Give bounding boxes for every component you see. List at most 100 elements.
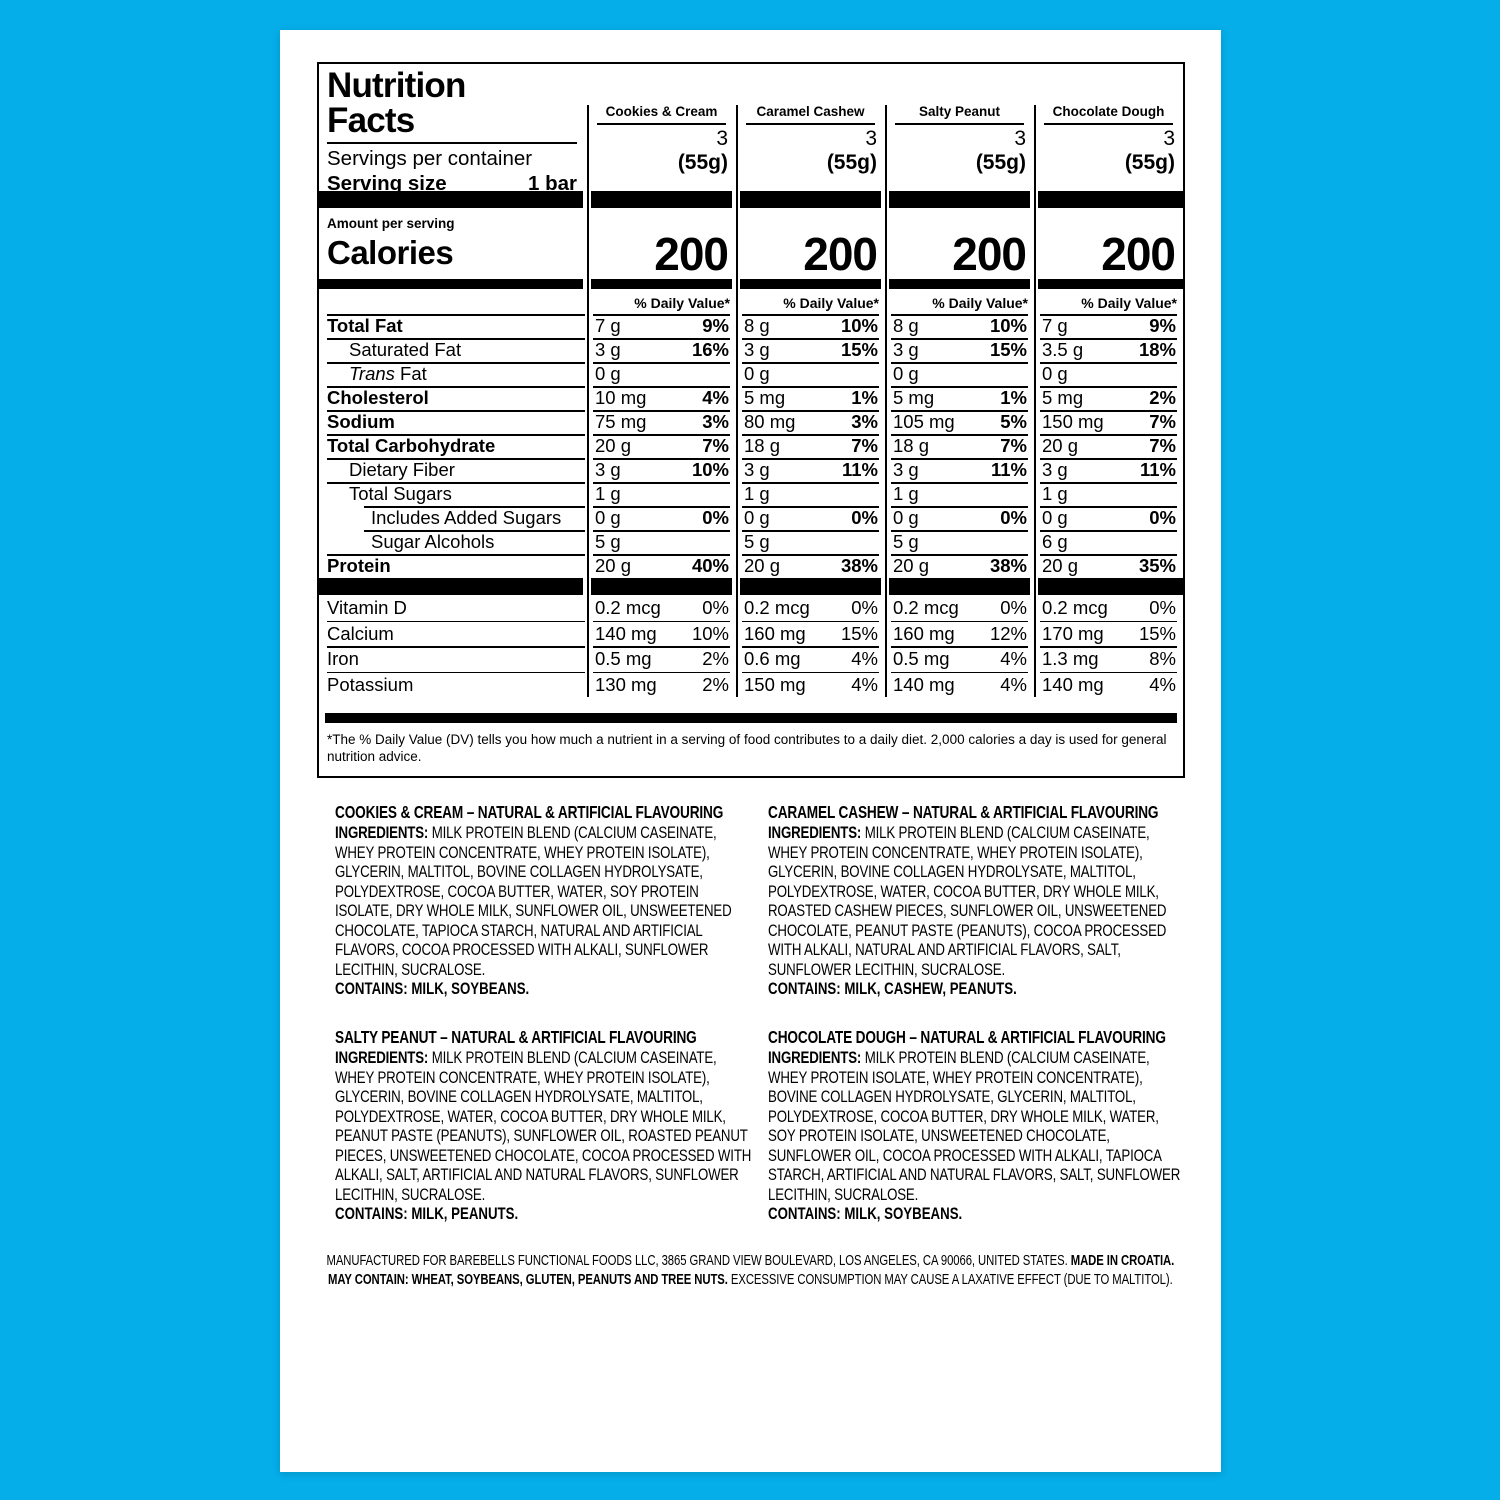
nutrient-value-cell: 3.5 g 18% (1034, 338, 1183, 362)
row-separator-line (891, 410, 1028, 412)
amount-value: 160 mg (893, 622, 955, 644)
row-separator-line (891, 646, 1028, 648)
serving-weight: (55g) (826, 150, 877, 174)
nutrient-label-cell: Includes Added Sugars (319, 506, 587, 530)
nutrient-value-cell: 140 mg 4% (885, 671, 1034, 698)
separator-bar (591, 191, 732, 208)
separator-bar-cell (319, 578, 587, 595)
row-separator-line (1040, 338, 1177, 340)
amount-value: 3 g (893, 459, 919, 480)
daily-value-header: % Daily Value* (932, 295, 1028, 311)
daily-value-percent: 4% (702, 387, 729, 408)
amount-value: 20 g (1042, 435, 1079, 456)
amount-value: 0.2 mcg (893, 597, 959, 618)
nutrient-value-cell: 3 g 11% (885, 458, 1034, 482)
amount-value: 20 g (595, 435, 632, 456)
manufacturer-footer-text: MANUFACTURED FOR BAREBELLS FUNCTIONAL FO… (280, 1252, 1221, 1290)
daily-value-percent: 5% (1000, 411, 1027, 432)
row-separator-line (891, 434, 1028, 436)
row-separator-line (742, 506, 879, 508)
row-separator-line (327, 620, 585, 622)
separator-bar (740, 279, 881, 289)
daily-value-percent: 0% (1000, 597, 1027, 618)
row-separator-line (593, 506, 730, 508)
nutrient-value-cell: 1 g (587, 482, 736, 506)
nutrient-row: Trans Fat 0 g 0 g 0 g 0 g (319, 362, 1183, 386)
row-separator-line (593, 554, 730, 556)
row-separator-line (327, 314, 585, 316)
row-separator-line (742, 410, 879, 412)
row-separator-line (891, 620, 1028, 622)
row-separator-line (742, 338, 879, 340)
separator-bar (889, 191, 1030, 208)
ingredients-list: INGREDIENTS: MILK PROTEIN BLEND (CALCIUM… (768, 1048, 1181, 1204)
nutrient-name: Potassium (327, 673, 414, 695)
row-separator-line (891, 314, 1028, 316)
italic-prefix: Trans (349, 363, 395, 384)
flavor-column-header: Salty Peanut 3 (55g) (885, 64, 1034, 191)
daily-value-percent: 0% (1000, 507, 1027, 528)
amount-value: 140 mg (595, 622, 657, 644)
nutrient-value-cell: 75 mg 3% (587, 410, 736, 434)
nutrition-facts-title: Nutrition Facts (327, 68, 587, 138)
protein-separator-band (319, 578, 1183, 595)
manufactured-for-text: MANUFACTURED FOR BAREBELLS FUNCTIONAL FO… (326, 1253, 1071, 1269)
nutrient-name: Trans Fat (349, 363, 427, 384)
amount-value: 1 g (595, 483, 621, 504)
serving-separator-band (319, 191, 1183, 208)
amount-value: 18 g (744, 435, 781, 456)
header-band: Nutrition Facts Servings per container S… (319, 64, 1183, 195)
separator-bar-cell (736, 191, 885, 208)
daily-value-percent: 7% (1149, 435, 1176, 456)
nutrient-value-cell: 0 g 0% (1034, 506, 1183, 530)
nutrient-value-cell: 18 g 7% (736, 434, 885, 458)
nutrient-label-cell: Calcium (319, 620, 587, 647)
nutrient-value-cell: 0.5 mg 2% (587, 646, 736, 672)
nutrient-value-cell: 5 g (885, 530, 1034, 554)
nutrient-name: Total Carbohydrate (327, 435, 496, 456)
row-separator-line (742, 646, 879, 648)
flavor-column-header: Cookies & Cream 3 (55g) (587, 64, 736, 191)
column-divider-line (885, 105, 887, 697)
ingredients-flavor-title: COOKIES & CREAM – NATURAL & ARTIFICIAL F… (335, 802, 724, 822)
separator-bar (1038, 279, 1183, 289)
servings-count: 3 (716, 126, 728, 150)
daily-value-percent: 35% (1138, 555, 1176, 576)
amount-value: 0 g (595, 363, 621, 384)
row-separator-line (742, 554, 879, 556)
daily-value-percent: 0% (851, 597, 878, 618)
amount-value: 150 mg (744, 673, 806, 695)
nutrient-value-cell: 3 g 15% (736, 338, 885, 362)
calories-value: 200 (654, 228, 729, 280)
nutrient-row: Vitamin D 0.2 mcg 0% 0.2 mcg 0% 0.2 mcg 0% 0.2 … (319, 595, 1183, 621)
nutrient-label-cell: Potassium (319, 671, 587, 698)
row-separator-line (1040, 386, 1177, 388)
daily-value-percent: 40% (691, 555, 729, 576)
daily-value-percent: 0% (702, 597, 729, 618)
nutrient-value-cell: 3 g 15% (885, 338, 1034, 362)
row-separator-line (593, 620, 730, 622)
nutrient-value-cell: 105 mg 5% (885, 410, 1034, 434)
nutrient-label-cell: Total Fat (319, 314, 587, 338)
nutrient-value-cell: 0.5 mg 4% (885, 646, 1034, 672)
calories-label: Calories (327, 234, 454, 271)
nutrient-rows: Total Fat 7 g 9% 8 g 10% 8 g 10% 7 g 9% Saturated… (319, 314, 1183, 578)
row-separator-line (1040, 506, 1177, 508)
nutrient-name: Total Sugars (349, 483, 452, 504)
amount-value: 0.5 mg (893, 648, 950, 669)
separator-bar (1038, 191, 1183, 208)
daily-value-percent: 9% (1149, 315, 1176, 336)
nutrient-value-cell: 80 mg 3% (736, 410, 885, 434)
nutrient-row: Potassium 130 mg 2% 150 mg 4% 140 mg 4% 140 mg 4… (319, 671, 1183, 698)
nutrient-value-cell: 20 g 7% (587, 434, 736, 458)
daily-value-percent: 15% (989, 339, 1027, 360)
amount-value: 20 g (595, 555, 632, 576)
separator-bar-cell (736, 279, 885, 289)
nutrient-name: Sodium (327, 411, 395, 432)
nutrient-value-cell: 3 g 11% (736, 458, 885, 482)
row-separator-line (1040, 482, 1177, 484)
ingredients-label: INGREDIENTS: (335, 1048, 432, 1067)
calories-label-cell: Amount per serving Calories (319, 208, 587, 279)
ingredients-text-wrap: COOKIES & CREAM – NATURAL & ARTIFICIAL F… (335, 802, 752, 999)
row-separator-line (1040, 671, 1177, 673)
